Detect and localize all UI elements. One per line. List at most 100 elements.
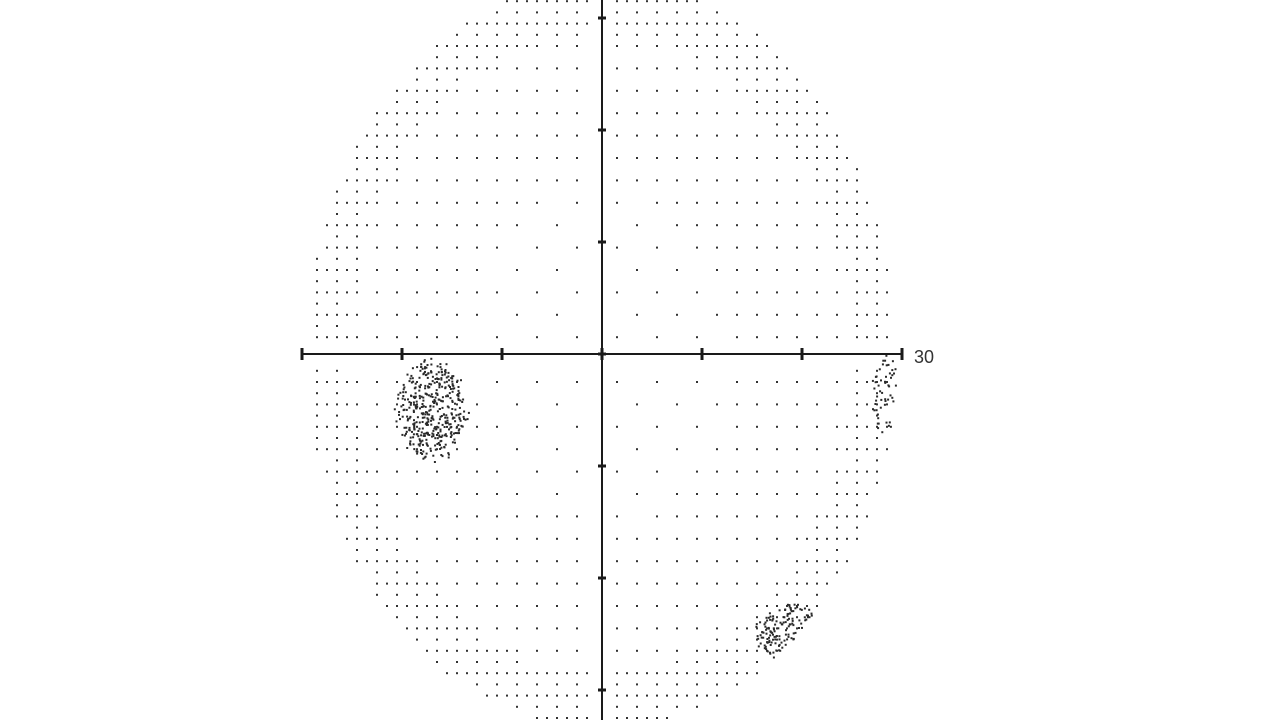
field-point <box>496 661 498 663</box>
field-point <box>800 622 803 625</box>
field-point <box>716 56 718 59</box>
field-point <box>616 537 618 540</box>
field-point <box>636 22 638 25</box>
field-point <box>400 405 403 408</box>
field-point <box>422 450 425 453</box>
field-point <box>466 67 468 70</box>
field-point <box>421 453 424 455</box>
field-point <box>435 427 438 430</box>
field-point <box>836 504 838 507</box>
field-point <box>427 420 430 423</box>
field-point <box>676 649 678 652</box>
field-point <box>696 112 698 115</box>
field-point <box>736 336 738 339</box>
field-point <box>376 526 378 529</box>
field-point <box>796 291 798 294</box>
field-point <box>616 470 618 473</box>
field-point <box>706 694 708 697</box>
field-point <box>399 418 401 421</box>
field-point <box>436 313 438 316</box>
field-point <box>441 374 444 377</box>
field-point <box>756 101 758 103</box>
field-point <box>409 403 412 406</box>
field-point <box>403 386 406 389</box>
field-point <box>476 661 478 663</box>
field-point <box>876 395 879 398</box>
field-point <box>756 269 758 271</box>
field-point <box>409 436 412 439</box>
field-point <box>416 291 418 294</box>
field-point <box>782 616 785 619</box>
field-point <box>816 291 818 294</box>
field-point <box>456 336 458 339</box>
field-point <box>431 432 434 435</box>
field-point <box>450 426 453 428</box>
field-point <box>418 427 421 430</box>
field-point <box>636 493 638 495</box>
field-point <box>436 67 438 70</box>
field-point <box>796 157 798 159</box>
field-point <box>872 408 874 411</box>
field-point <box>874 381 877 384</box>
field-point <box>410 374 413 377</box>
field-point <box>447 375 450 378</box>
field-point <box>866 246 868 249</box>
field-point <box>656 11 658 14</box>
field-point <box>441 434 444 437</box>
field-point <box>856 213 858 215</box>
field-point <box>416 112 418 115</box>
field-point <box>445 414 448 417</box>
field-point <box>756 627 758 630</box>
field-point <box>696 45 698 47</box>
field-point <box>856 392 858 395</box>
field-point <box>894 368 897 371</box>
field-point <box>420 440 423 443</box>
field-point <box>876 336 878 339</box>
field-point <box>796 336 798 339</box>
field-point <box>856 302 858 305</box>
field-point <box>444 369 447 371</box>
field-point <box>876 246 878 249</box>
field-point <box>433 381 436 384</box>
field-point <box>536 0 538 3</box>
field-point <box>452 432 455 435</box>
field-point <box>425 438 428 441</box>
field-point <box>454 408 457 411</box>
field-point <box>419 442 422 445</box>
field-point <box>736 425 738 428</box>
field-point <box>426 112 428 115</box>
field-point <box>405 432 407 435</box>
field-point <box>402 388 405 391</box>
field-point <box>586 672 588 675</box>
field-point <box>816 381 818 383</box>
field-point <box>412 396 415 399</box>
field-point <box>790 637 793 640</box>
field-point <box>397 393 400 396</box>
field-point <box>376 157 378 159</box>
field-point <box>876 257 878 260</box>
field-point <box>769 630 772 633</box>
field-point <box>784 633 787 636</box>
field-point <box>856 414 858 417</box>
field-point <box>316 381 318 383</box>
field-point <box>756 635 759 638</box>
field-point <box>516 201 518 204</box>
field-point <box>431 435 433 438</box>
field-point <box>428 386 431 389</box>
field-point <box>426 364 429 366</box>
field-point <box>836 336 838 339</box>
field-point <box>432 454 435 457</box>
field-point <box>866 493 868 495</box>
field-point <box>437 426 440 429</box>
field-point <box>346 537 348 540</box>
field-point <box>616 605 618 607</box>
field-point <box>420 365 423 368</box>
field-point <box>396 145 398 148</box>
field-point <box>376 537 378 540</box>
field-point <box>356 425 358 428</box>
field-point <box>576 627 578 630</box>
field-point <box>796 571 798 574</box>
field-point <box>616 672 618 675</box>
field-point <box>616 649 618 652</box>
field-point <box>436 112 438 115</box>
